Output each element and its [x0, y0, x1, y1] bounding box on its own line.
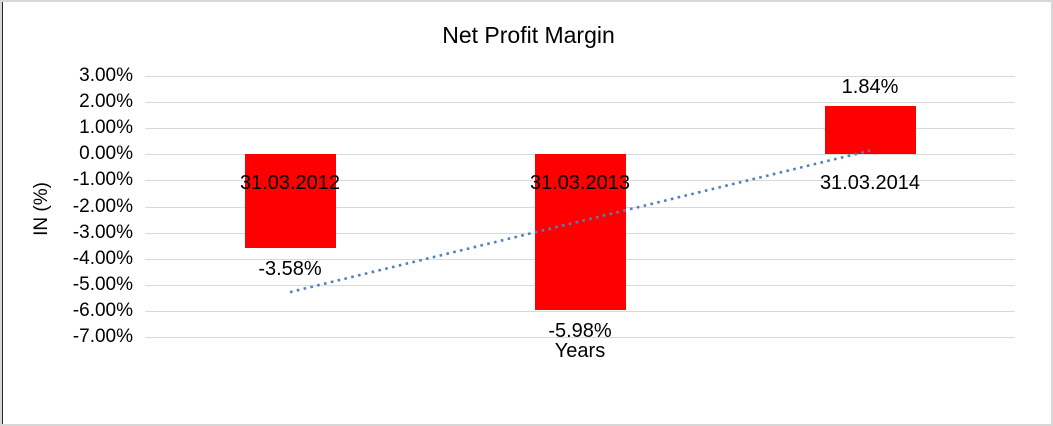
gridline: [145, 102, 1015, 104]
y-tick-label: -7.00%: [72, 326, 133, 347]
gridline: [145, 128, 1015, 130]
y-tick-label: -1.00%: [72, 169, 133, 191]
y-tick-label: -4.00%: [72, 247, 133, 269]
y-tick-label: -2.00%: [72, 195, 133, 217]
bar-31.03.2014: [824, 106, 916, 155]
y-tick-label: -3.00%: [72, 221, 133, 243]
y-tick-label: 2.00%: [79, 91, 133, 113]
trendline: [289, 149, 871, 294]
y-tick-label: -5.00%: [72, 273, 133, 295]
data-label: -5.98%: [548, 320, 612, 343]
data-label: 1.84%: [841, 76, 899, 99]
window-left-edge: [2, 2, 3, 424]
bar-31.03.2013: [534, 154, 626, 311]
bar-31.03.2012: [244, 154, 336, 248]
y-tick-label: 1.00%: [79, 117, 133, 139]
gridline: [145, 76, 1015, 77]
chart-title: Net Profit Margin: [442, 22, 615, 48]
plot-area: 31.03.2012 -3.58% 31.03.2013 -5.98% 31.03.20…: [145, 76, 1015, 342]
x-axis-title: Years: [554, 340, 606, 362]
category-label: 31.03.2014: [819, 172, 921, 195]
y-tick-label: -6.00%: [72, 299, 133, 321]
category-label: 31.03.2013: [529, 172, 631, 195]
gridline: [145, 337, 1015, 338]
y-tick-label: 0.00%: [79, 143, 133, 165]
trendline-svg: [289, 149, 871, 294]
gridline: [145, 310, 1015, 312]
category-label: 31.03.2012: [239, 172, 341, 195]
data-label: -3.58%: [258, 257, 322, 280]
y-tick-label: 3.00%: [79, 65, 133, 86]
